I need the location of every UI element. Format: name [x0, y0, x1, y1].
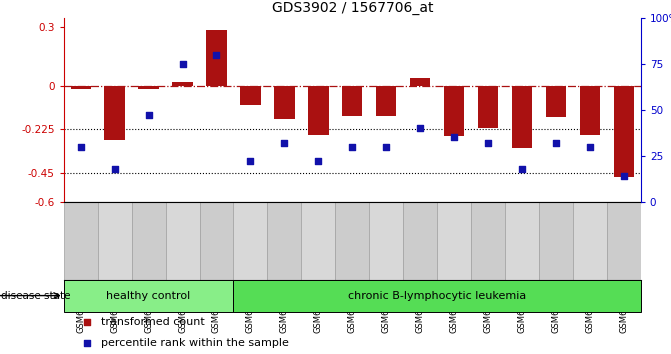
Title: GDS3902 / 1567706_at: GDS3902 / 1567706_at: [272, 1, 433, 15]
Point: [482, 140, 493, 146]
Bar: [199, 202, 234, 280]
Bar: [132, 202, 166, 280]
Bar: [580, 86, 600, 135]
Bar: [274, 86, 295, 119]
Bar: [166, 202, 199, 280]
Bar: [471, 202, 505, 280]
Bar: [234, 280, 641, 312]
Point: [109, 166, 120, 171]
Point: [415, 125, 425, 131]
Bar: [342, 86, 362, 115]
Bar: [301, 202, 336, 280]
Bar: [403, 202, 437, 280]
Point: [211, 52, 222, 57]
Point: [557, 40, 568, 46]
Text: percentile rank within the sample: percentile rank within the sample: [101, 338, 289, 348]
Text: healthy control: healthy control: [107, 291, 191, 301]
Bar: [234, 202, 268, 280]
Bar: [437, 202, 471, 280]
Text: disease state: disease state: [1, 291, 70, 301]
Point: [381, 144, 392, 149]
Bar: [105, 86, 125, 140]
Point: [557, 233, 568, 239]
Bar: [138, 86, 159, 90]
Bar: [614, 86, 634, 177]
Bar: [505, 202, 539, 280]
Point: [584, 144, 595, 149]
Bar: [308, 86, 329, 135]
Point: [75, 144, 86, 149]
Point: [347, 144, 358, 149]
Text: transformed count: transformed count: [101, 317, 205, 327]
Bar: [376, 86, 397, 115]
Point: [143, 113, 154, 118]
Bar: [512, 86, 532, 148]
Point: [619, 173, 629, 179]
Bar: [410, 78, 430, 86]
Bar: [444, 86, 464, 136]
Bar: [240, 86, 260, 105]
Point: [245, 159, 256, 164]
Point: [313, 159, 323, 164]
Bar: [70, 86, 91, 90]
Bar: [369, 202, 403, 280]
Bar: [573, 202, 607, 280]
Bar: [607, 202, 641, 280]
Bar: [64, 280, 234, 312]
Point: [517, 166, 527, 171]
Bar: [546, 86, 566, 116]
Text: chronic B-lymphocytic leukemia: chronic B-lymphocytic leukemia: [348, 291, 526, 301]
Bar: [268, 202, 301, 280]
Bar: [478, 86, 499, 128]
Bar: [206, 30, 227, 86]
Bar: [64, 202, 98, 280]
Point: [177, 61, 188, 67]
Point: [449, 135, 460, 140]
Bar: [539, 202, 573, 280]
Bar: [172, 82, 193, 86]
Bar: [98, 202, 132, 280]
Point: [551, 140, 562, 146]
Point: [279, 140, 290, 146]
Bar: [336, 202, 369, 280]
